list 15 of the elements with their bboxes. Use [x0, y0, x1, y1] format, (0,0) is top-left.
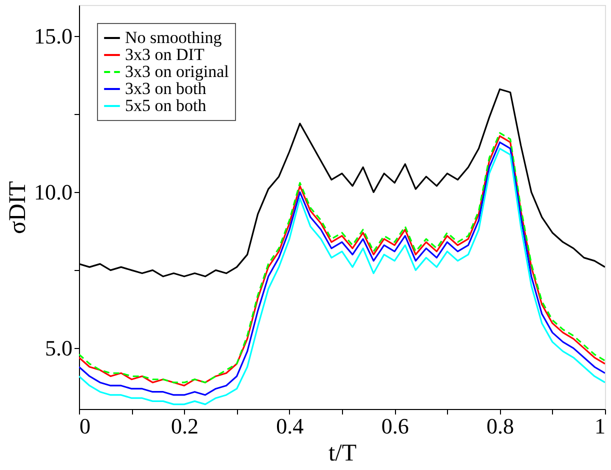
x-tick-label: 0.6: [381, 414, 409, 438]
y-axis-title: σDIT: [5, 180, 31, 234]
legend-label: No smoothing: [125, 28, 222, 47]
x-tick-label: 1: [594, 414, 606, 438]
x-tick-label: 0: [80, 414, 90, 438]
y-tick-label: 5.0: [45, 336, 72, 361]
legend-label: 3x3 on DIT: [125, 45, 205, 64]
legend-label: 3x3 on original: [125, 62, 230, 81]
y-tick-label: 15.0: [34, 24, 72, 49]
y-tick-label: 10.0: [34, 180, 72, 205]
x-tick-label: 0.2: [170, 414, 198, 438]
x-axis-title: t/T: [328, 440, 357, 466]
x-tick-label: 0.4: [276, 414, 304, 438]
x-tick-label: 0.8: [486, 414, 514, 438]
legend-label: 5x5 on both: [125, 96, 207, 115]
